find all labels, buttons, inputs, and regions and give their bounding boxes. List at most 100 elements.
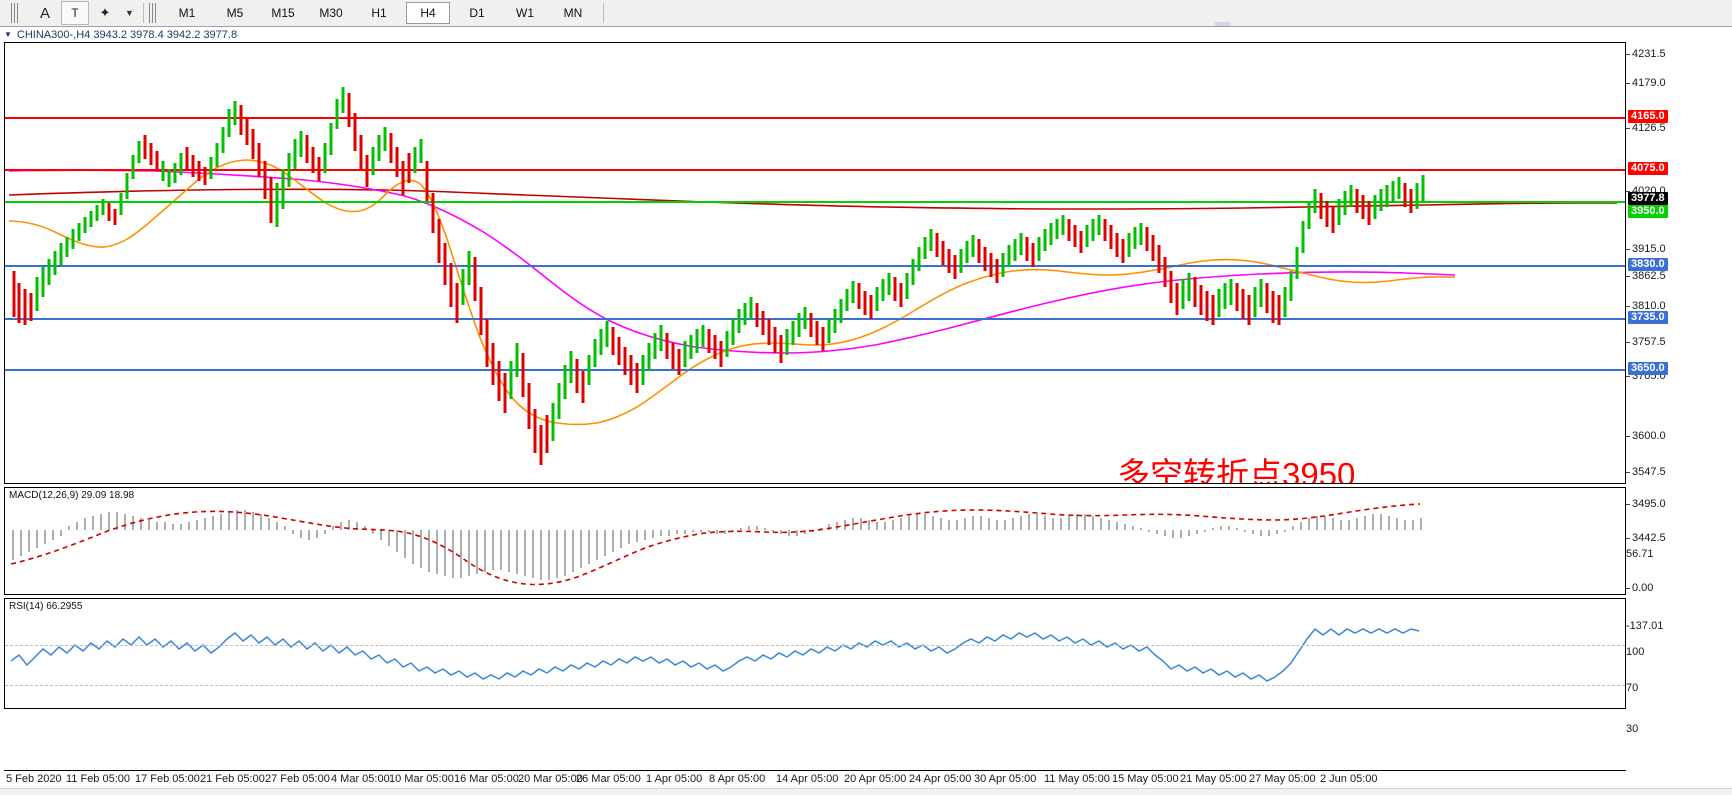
- symbol-dropdown-caret-icon[interactable]: ▼: [4, 30, 12, 39]
- level-line-4165[interactable]: [5, 117, 1625, 119]
- macd-axis-top: 56.71: [1626, 548, 1654, 560]
- macd-series-svg: [10, 503, 1422, 586]
- timeframe-h1[interactable]: H1: [371, 6, 387, 20]
- candlestick-series: [12, 87, 1425, 465]
- status-bar: [0, 788, 1732, 795]
- tick-dash: [1626, 82, 1630, 84]
- time-label-18: 21 May 05:00: [1180, 773, 1247, 785]
- objects-tool-icon[interactable]: ✦: [91, 1, 119, 25]
- rsi-panel-title: RSI(14) 66.2955: [9, 601, 83, 612]
- rsi-line: [10, 627, 1420, 682]
- time-label-8: 20 Mar 05:00: [518, 773, 583, 785]
- time-label-16: 11 May 05:00: [1044, 773, 1110, 785]
- rsi-plot-area: [5, 599, 1625, 708]
- tick-dash: [1626, 341, 1630, 343]
- tick-dash: [1626, 587, 1630, 589]
- macd-panel-title: MACD(12,26,9) 29.09 18.98: [9, 490, 135, 501]
- price-tick-4126: 4126.5: [1626, 122, 1666, 134]
- text-label-tool-icon[interactable]: T: [61, 1, 89, 25]
- tick-dash: [1626, 537, 1630, 539]
- level-line-3735[interactable]: [5, 318, 1625, 320]
- time-label-17: 15 May 05:00: [1112, 773, 1179, 785]
- level-line-3950[interactable]: [5, 201, 1625, 203]
- time-label-1: 11 Feb 05:00: [66, 773, 131, 785]
- timeframe-m1[interactable]: M1: [178, 6, 196, 20]
- time-label-3: 21 Feb 05:00: [200, 773, 265, 785]
- macd-plot-area: [5, 488, 1625, 594]
- text-tool-glyph: A: [39, 4, 50, 22]
- toolbar-drag-handle[interactable]: [149, 3, 157, 23]
- price-tag-3950[interactable]: 3950.0: [1628, 205, 1668, 218]
- price-axis[interactable]: 4231.5 4179.0 4126.5 4020.0 3915.0 3862.…: [1626, 42, 1732, 735]
- toolbar-divider-2: [603, 3, 604, 23]
- macd-signal-line: [10, 503, 1421, 586]
- price-tick-3757: 3757.5: [1626, 336, 1666, 348]
- price-tick-4231: 4231.5: [1626, 48, 1666, 60]
- time-label-10: 1 Apr 05:00: [646, 773, 703, 785]
- text-tool-icon[interactable]: A: [31, 1, 59, 25]
- rsi-indicator-panel[interactable]: RSI(14) 66.2955: [4, 598, 1626, 709]
- main-toolbar: A T ✦ ▼ M1 M5 M15 M30 H1 H4 D1 W1 MN: [0, 0, 1732, 27]
- ma-mid-line: [8, 169, 1456, 354]
- time-label-15: 30 Apr 05:00: [974, 773, 1037, 785]
- time-label-20: 2 Jun 05:00: [1320, 773, 1378, 785]
- price-tick-3915: 3915.0: [1626, 243, 1666, 255]
- price-tick-3862: 3862.5: [1626, 270, 1666, 282]
- timeframe-m15[interactable]: M15: [271, 6, 295, 20]
- rsi-axis-70: 70: [1626, 682, 1639, 694]
- timeframe-d1[interactable]: D1: [469, 6, 485, 20]
- price-tag-3735[interactable]: 3735.0: [1628, 311, 1668, 324]
- timeframe-m5[interactable]: M5: [226, 6, 244, 20]
- price-tag-4075[interactable]: 4075.0: [1628, 162, 1668, 175]
- timeframe-w1[interactable]: W1: [516, 6, 534, 20]
- price-tag-3830[interactable]: 3830.0: [1628, 258, 1668, 271]
- tick-dash: [1626, 53, 1630, 55]
- chart-annotation-text[interactable]: 多空转折点3950: [1117, 456, 1356, 483]
- time-label-6: 10 Mar 05:00: [389, 773, 454, 785]
- time-label-11: 8 Apr 05:00: [709, 773, 766, 785]
- toolbar-divider: [143, 3, 144, 23]
- price-chart-panel[interactable]: 多空转折点3950: [4, 42, 1626, 484]
- time-label-9: 26 Mar 05:00: [576, 773, 641, 785]
- tick-dash: [1626, 471, 1630, 473]
- level-line-4075[interactable]: [5, 169, 1625, 171]
- price-tick-3442: 3442.5: [1626, 532, 1666, 544]
- time-label-13: 20 Apr 05:00: [844, 773, 907, 785]
- objects-glyph: ✦: [99, 5, 111, 20]
- macd-histogram: [12, 510, 1422, 580]
- tick-dash: [1626, 127, 1630, 129]
- macd-indicator-panel[interactable]: MACD(12,26,9) 29.09 18.98: [4, 487, 1626, 595]
- price-tick-3547: 3547.5: [1626, 466, 1666, 478]
- time-label-14: 24 Apr 05:00: [909, 773, 972, 785]
- time-label-5: 4 Mar 05:00: [331, 773, 390, 785]
- grid-glyph: [11, 3, 19, 23]
- price-tick-4179: 4179.0: [1626, 77, 1666, 89]
- time-axis[interactable]: 5 Feb 2020 11 Feb 05:00 17 Feb 05:00 21 …: [4, 770, 1626, 793]
- crosshair-grid-icon[interactable]: [1, 1, 29, 25]
- rsi-axis-30: 30: [1626, 723, 1639, 735]
- tick-dash: [1626, 190, 1630, 192]
- timeframe-h4[interactable]: H4: [406, 2, 450, 24]
- tick-dash: [1626, 275, 1630, 277]
- time-label-7: 16 Mar 05:00: [454, 773, 519, 785]
- price-tag-last-3977[interactable]: 3977.8: [1628, 192, 1668, 205]
- rsi-series-svg: [10, 627, 1420, 682]
- time-label-2: 17 Feb 05:00: [135, 773, 200, 785]
- price-tag-3650[interactable]: 3650.0: [1628, 362, 1668, 375]
- price-tag-4165[interactable]: 4165.0: [1628, 110, 1668, 123]
- timeframe-m30[interactable]: M30: [319, 6, 343, 20]
- tick-dash: [1626, 503, 1630, 505]
- rsi-axis-100: 100: [1626, 646, 1645, 658]
- caret-glyph: ▼: [125, 8, 134, 18]
- level-line-3650[interactable]: [5, 369, 1625, 371]
- time-label-19: 27 May 05:00: [1249, 773, 1316, 785]
- level-line-3830[interactable]: [5, 265, 1625, 267]
- symbol-info-bar: ▼ CHINA300-,H4 3943.2 3978.4 3942.2 3977…: [0, 27, 1732, 42]
- objects-dropdown-caret-icon[interactable]: ▼: [121, 1, 137, 25]
- tick-dash: [1626, 435, 1630, 437]
- chart-scroll-marker[interactable]: [1215, 22, 1231, 26]
- price-tick-3495: 3495.0: [1626, 498, 1666, 510]
- price-plot-area: 多空转折点3950: [5, 43, 1625, 483]
- timeframe-mn[interactable]: MN: [563, 6, 583, 20]
- price-tick-3600: 3600.0: [1626, 430, 1666, 442]
